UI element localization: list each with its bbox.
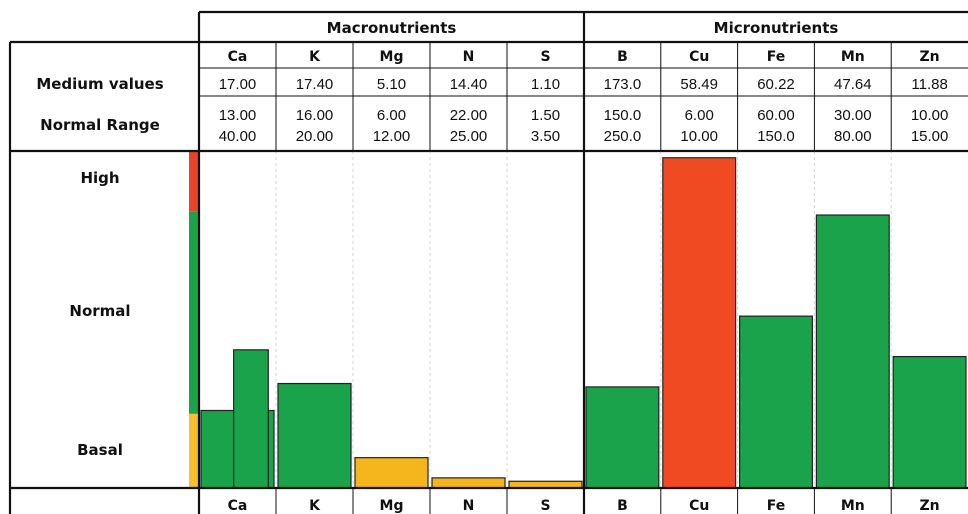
- bar-mg: [354, 457, 429, 489]
- medium-value-mn: 47.64: [834, 76, 872, 93]
- zone-band-basal: [189, 413, 199, 488]
- medium-value-s: 1.10: [531, 76, 560, 93]
- column-header-cu: Cu: [689, 49, 709, 65]
- column-header-fe: Fe: [767, 49, 786, 65]
- medium-value-k: 17.40: [296, 76, 334, 93]
- medium-value-zn: 11.88: [911, 76, 947, 93]
- bar-b: [585, 386, 660, 489]
- bar-layer: [189, 151, 967, 489]
- range-high-fe: 150.0: [757, 128, 795, 145]
- zone-band-high: [189, 151, 199, 212]
- medium-value-mg: 5.10: [377, 76, 406, 93]
- column-header-b: B: [617, 49, 628, 65]
- bar-mn: [815, 214, 890, 489]
- range-low-mn: 30.00: [834, 107, 872, 124]
- bar-zn: [892, 355, 967, 489]
- range-high-zn: 15.00: [911, 128, 949, 145]
- range-high-s: 3.50: [531, 128, 560, 145]
- range-high-n: 25.00: [450, 128, 488, 145]
- range-low-s: 1.50: [531, 107, 560, 124]
- zone-band-normal: [189, 211, 199, 414]
- range-high-k: 20.00: [296, 128, 334, 145]
- column-header-mn: Mn: [841, 49, 865, 65]
- column-header-k: K: [309, 49, 321, 65]
- column-header-mg: Mg: [380, 49, 404, 65]
- range-low-fe: 60.00: [757, 107, 795, 124]
- range-low-ca: 13.00: [219, 107, 257, 124]
- medium-value-ca: 17.00: [219, 76, 257, 93]
- zone-label-basal: Basal: [77, 441, 123, 459]
- medium-value-b: 173.0: [604, 76, 642, 93]
- bar-fe: [738, 315, 813, 489]
- x-tick-label-ca: Ca: [228, 498, 248, 514]
- column-header-zn: Zn: [920, 49, 940, 65]
- x-tick-label-k: K: [309, 498, 321, 514]
- bar-ca-extra: [233, 349, 269, 489]
- bar-n: [431, 477, 506, 489]
- range-low-zn: 10.00: [911, 107, 949, 124]
- range-low-n: 22.00: [450, 107, 488, 124]
- medium-value-fe: 60.22: [757, 76, 795, 93]
- range-high-ca: 40.00: [219, 128, 257, 145]
- x-tick-label-s: S: [540, 498, 550, 514]
- medium-value-n: 14.40: [450, 76, 488, 93]
- x-tick-label-n: N: [463, 498, 475, 514]
- range-low-k: 16.00: [296, 107, 334, 124]
- row-label-medium-values: Medium values: [36, 75, 163, 93]
- group-header-macronutrients: Macronutrients: [327, 19, 457, 37]
- range-high-b: 250.0: [604, 128, 642, 145]
- medium-value-cu: 58.49: [680, 76, 718, 93]
- range-high-mn: 80.00: [834, 128, 872, 145]
- bar-k: [277, 382, 352, 489]
- range-low-mg: 6.00: [377, 107, 406, 124]
- column-header-s: S: [540, 49, 550, 65]
- x-tick-label-mn: Mn: [841, 498, 865, 514]
- column-header-ca: Ca: [228, 49, 248, 65]
- x-tick-label-zn: Zn: [920, 498, 940, 514]
- range-high-mg: 12.00: [373, 128, 411, 145]
- range-low-cu: 6.00: [685, 107, 714, 124]
- frame-layer: [8, 10, 968, 514]
- x-tick-label-mg: Mg: [380, 498, 404, 514]
- group-header-micronutrients: Micronutrients: [714, 19, 839, 37]
- range-high-cu: 10.00: [680, 128, 718, 145]
- x-tick-label-fe: Fe: [767, 498, 786, 514]
- zone-label-high: High: [80, 169, 119, 187]
- x-tick-label-b: B: [617, 498, 628, 514]
- x-tick-label-cu: Cu: [689, 498, 709, 514]
- text-layer: Macronutrients Micronutrients Medium value…: [36, 19, 948, 514]
- column-header-n: N: [463, 49, 475, 65]
- range-low-b: 150.0: [604, 107, 642, 124]
- bar-cu: [662, 157, 737, 489]
- grid-layer: [275, 151, 892, 488]
- zone-label-normal: Normal: [69, 302, 130, 320]
- row-label-normal-range: Normal Range: [40, 116, 160, 134]
